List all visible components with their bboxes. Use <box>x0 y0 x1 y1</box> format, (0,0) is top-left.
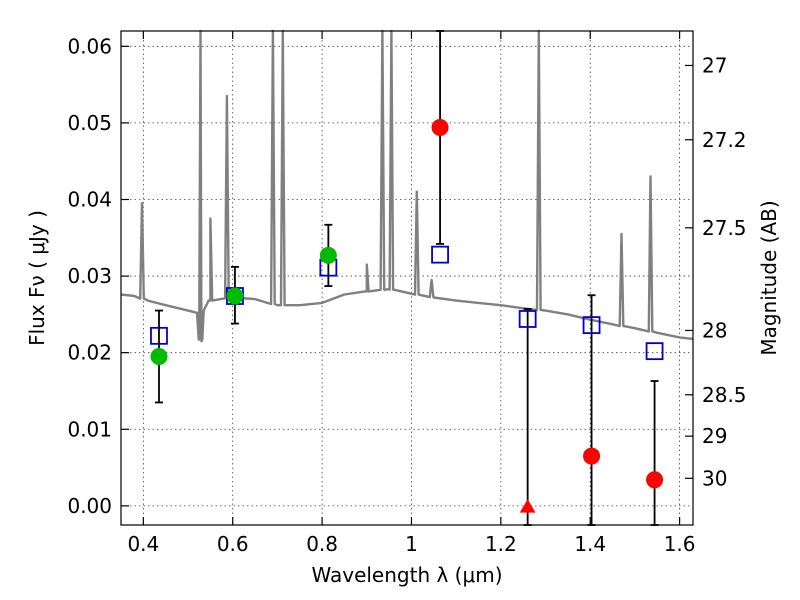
x-tick-label: 1.4 <box>574 532 606 556</box>
y2-tick-label: 27.5 <box>702 216 747 240</box>
y-tick-label: 0.04 <box>67 187 112 211</box>
error-bars <box>154 30 659 526</box>
y2-axis-label: Magnitude (AB) <box>757 200 781 355</box>
y2-tick-label: 27.2 <box>702 128 747 152</box>
x-tick-label: 1.2 <box>485 532 517 556</box>
x-tick-label: 1.6 <box>664 532 696 556</box>
y-tick-label: 0.02 <box>67 341 112 365</box>
x-axis-label: Wavelength λ (μm) <box>311 563 502 587</box>
y-axis-label: Flux Fν ( μJy ) <box>25 210 49 346</box>
x-tick-label: 0.6 <box>217 532 249 556</box>
detection-marker <box>319 246 337 264</box>
y-tick-label: 0.06 <box>67 34 112 58</box>
y-tick-label: 0.00 <box>67 494 112 518</box>
model-photometry-marker <box>150 326 168 345</box>
axis-ticks: 0.4 0.6 0.8 1 1.2 1.4 1.6 0.00 0.01 0.02 0.03 0.04 0… <box>67 31 747 556</box>
y2-tick-label: 27 <box>702 53 727 77</box>
model-photometry-marker <box>431 245 449 264</box>
nondetection-marker <box>646 471 664 489</box>
nondetection-marker <box>431 119 449 137</box>
y-tick-label: 0.01 <box>67 417 112 441</box>
y2-tick-label: 28 <box>702 318 727 342</box>
plot-frame <box>120 30 694 526</box>
y2-tick-label: 29 <box>702 424 727 448</box>
upper-limit-marker <box>519 499 536 513</box>
detection-marker <box>226 287 244 305</box>
data-markers <box>150 119 664 513</box>
x-tick-label: 1 <box>405 532 418 556</box>
model-photometry-marker <box>645 342 664 361</box>
x-tick-label: 0.4 <box>127 532 159 556</box>
grid <box>121 31 693 525</box>
y-tick-label: 0.03 <box>67 264 112 288</box>
model-spectrum-line <box>120 29 694 343</box>
model-spectrum <box>120 29 694 343</box>
x-tick-label: 0.8 <box>306 532 338 556</box>
model-photometry-marker <box>582 316 601 335</box>
y2-tick-label: 28.5 <box>702 383 747 407</box>
model-photometry-marker <box>518 310 537 328</box>
detection-marker <box>150 348 168 366</box>
y2-tick-label: 30 <box>702 466 727 490</box>
nondetection-marker <box>583 447 601 465</box>
y-tick-label: 0.05 <box>67 111 112 135</box>
